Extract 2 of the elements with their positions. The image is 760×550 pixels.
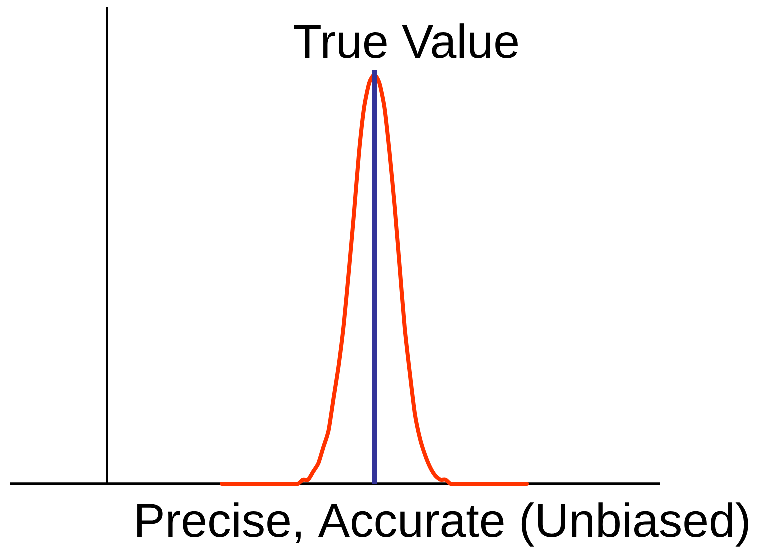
text: True Value xyxy=(294,24,518,58)
x-axis-title: Precise, Accurate (Unbiased) xyxy=(138,502,748,547)
